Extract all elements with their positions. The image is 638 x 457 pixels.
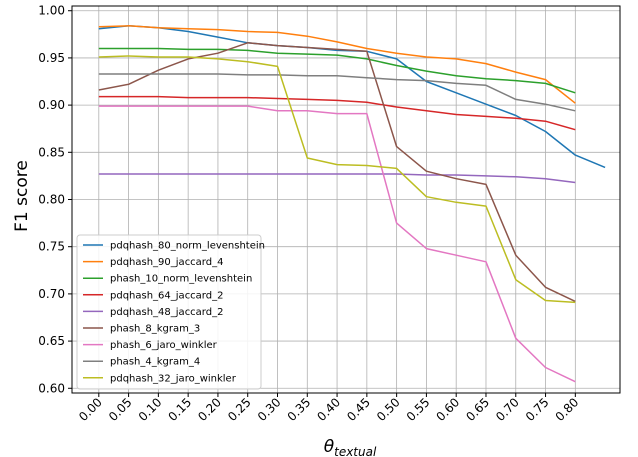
x-tick-label: 0.05 (106, 395, 135, 424)
x-axis: 0.00 0.05 0.10 0.15 0.20 0.25 0.30 0.35 0.40 0.45… (76, 393, 581, 424)
series-line-pdqhash-64-jaccard-2 (98, 95, 576, 131)
y-axis: 0.60 0.65 0.70 0.75 0.80 0.85 0.90 0.95 1.00 (38, 4, 72, 395)
series-layer (98, 25, 606, 383)
series-line-pdqhash-48-jaccard-2 (98, 173, 576, 184)
x-tick-label: 0.55 (404, 395, 433, 424)
x-tick-label: 0.40 (314, 395, 343, 424)
legend-entry-label: pdqhash_80_norm_levenshtein (110, 241, 265, 252)
x-tick-label: 0.00 (76, 395, 105, 424)
x-tick-label: 0.30 (255, 395, 284, 424)
x-tick-label: 0.75 (523, 395, 552, 424)
x-tick-label: 0.10 (136, 395, 165, 424)
series-line-phash-8-kgram-3 (98, 42, 576, 303)
x-tick-label: 0.20 (195, 395, 224, 424)
legend-entry-label: pdqhash_32_jaro_winkler (110, 373, 237, 384)
y-axis-label: F1 score (12, 160, 32, 232)
series-line-pdqhash-32-jaro-winkler (98, 55, 576, 304)
y-tick-label: 0.70 (38, 287, 65, 301)
x-axis-label-subscript: textual (334, 445, 377, 457)
legend-entry-label: pdqhash_48_jaccard_2 (110, 307, 223, 318)
legend-entry-label: phash_8_kgram_3 (110, 324, 200, 335)
legend-entry-label: phash_10_norm_levenshtein (110, 274, 252, 285)
legend-entry-label: pdqhash_64_jaccard_2 (110, 290, 223, 301)
x-axis-label: θtextual (324, 437, 377, 457)
y-tick-label: 0.80 (38, 193, 65, 207)
y-tick-label: 0.90 (38, 98, 65, 112)
y-tick-label: 0.95 (38, 51, 65, 65)
x-tick-label: 0.45 (344, 395, 373, 424)
y-tick-label: 0.60 (38, 381, 65, 395)
x-tick-label: 0.60 (434, 395, 463, 424)
legend: pdqhash_80_norm_levenshtein pdqhash_90_ja… (76, 234, 265, 390)
y-tick-label: 0.85 (38, 145, 65, 159)
series-line-pdqhash-90-jaccard-4 (98, 25, 576, 104)
x-tick-label: 0.35 (285, 395, 314, 424)
series-line-phash-10-norm-levenshtein (98, 47, 576, 94)
y-tick-label: 0.75 (38, 240, 65, 254)
legend-entry-label: phash_4_kgram_4 (110, 357, 200, 368)
x-tick-label: 0.70 (493, 395, 522, 424)
legend-box (76, 234, 262, 390)
legend-entry-label: pdqhash_90_jaccard_4 (110, 257, 223, 268)
x-tick-label: 0.50 (374, 395, 403, 424)
series-line-phash-4-kgram-4 (98, 73, 576, 112)
series-line-phash-6-jaro-winkler (98, 105, 576, 383)
x-tick-label: 0.80 (553, 395, 582, 424)
y-tick-label: 1.00 (38, 4, 65, 18)
x-tick-label: 0.15 (165, 395, 194, 424)
legend-entry-label: phash_6_jaro_winkler (110, 340, 218, 351)
x-tick-label: 0.65 (463, 395, 492, 424)
x-axis-label-symbol: θ (324, 437, 335, 457)
y-tick-label: 0.65 (38, 334, 65, 348)
x-tick-label: 0.25 (225, 395, 254, 424)
